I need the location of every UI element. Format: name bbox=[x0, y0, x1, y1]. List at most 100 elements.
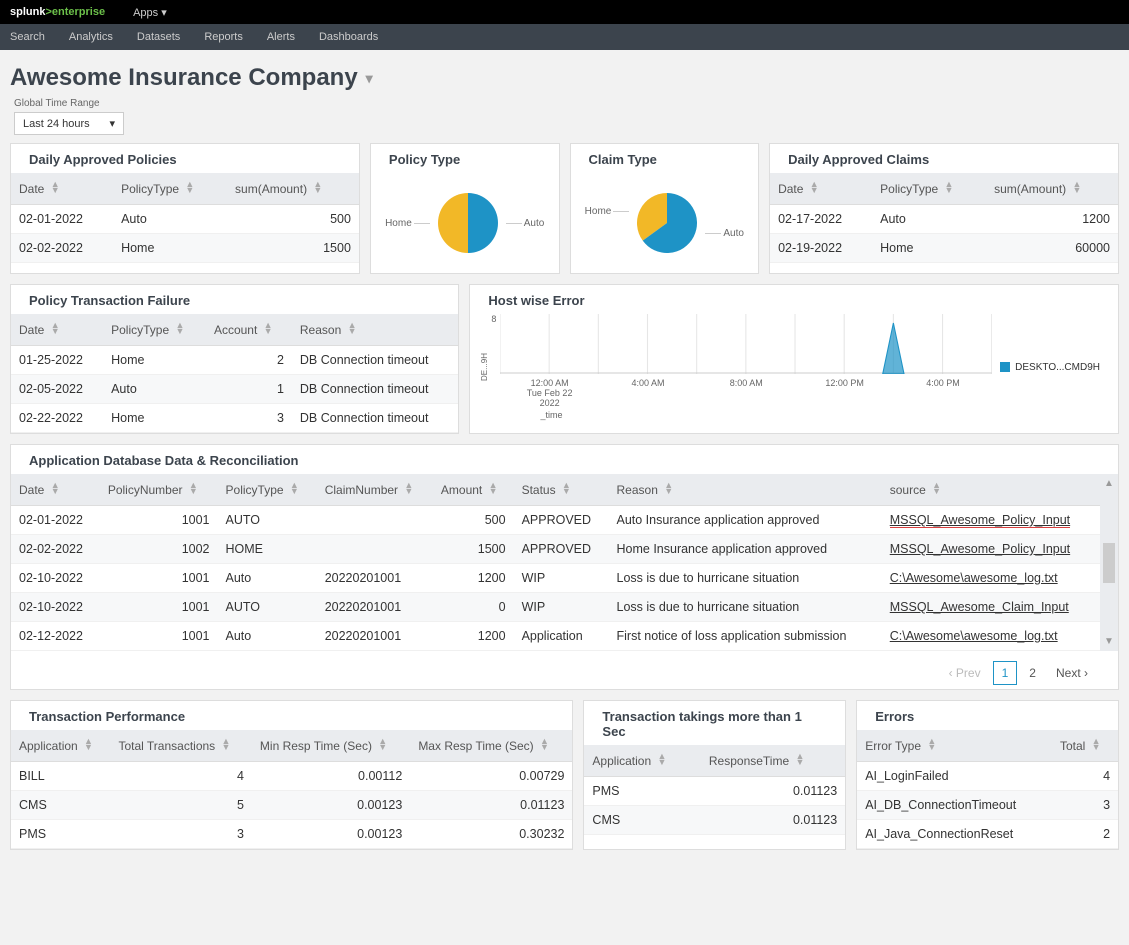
column-header[interactable]: ResponseTime ▲▼ bbox=[701, 745, 845, 777]
table-cell: BILL bbox=[11, 762, 110, 791]
column-header[interactable]: PolicyNumber ▲▼ bbox=[100, 474, 218, 506]
scroll-up-icon[interactable]: ▲ bbox=[1104, 478, 1114, 489]
table-cell: 20220201001 bbox=[317, 622, 433, 651]
table-row[interactable]: 02-22-2022Home3DB Connection timeout bbox=[11, 404, 458, 433]
column-header[interactable]: Error Type ▲▼ bbox=[857, 730, 1052, 762]
column-header[interactable]: PolicyType ▲▼ bbox=[872, 173, 986, 205]
table-row[interactable]: AI_Java_ConnectionReset2 bbox=[857, 820, 1118, 849]
table-cell: 02-10-2022 bbox=[11, 593, 100, 622]
page-title[interactable]: Awesome Insurance Company▾ bbox=[0, 50, 1129, 96]
column-header[interactable]: Reason ▲▼ bbox=[292, 314, 459, 346]
pie-label-auto: Auto bbox=[524, 218, 545, 229]
table-cell: PMS bbox=[11, 820, 110, 849]
column-header[interactable]: PolicyType ▲▼ bbox=[103, 314, 206, 346]
x-tick: 8:00 AM bbox=[697, 378, 795, 408]
table-row[interactable]: 02-10-20221001Auto202202010011200WIPLoss… bbox=[11, 564, 1100, 593]
host-error-chart bbox=[500, 314, 992, 374]
scroll-arrows[interactable]: ▲▼ bbox=[1100, 474, 1118, 651]
column-header[interactable]: Total Transactions ▲▼ bbox=[110, 730, 251, 762]
table-row[interactable]: 02-12-20221001Auto202202010011200Applica… bbox=[11, 622, 1100, 651]
table-cell: Home bbox=[113, 234, 227, 263]
column-header[interactable]: Max Resp Time (Sec) ▲▼ bbox=[410, 730, 572, 762]
pie-label-home: Home bbox=[585, 206, 612, 217]
column-header[interactable]: Min Resp Time (Sec) ▲▼ bbox=[252, 730, 410, 762]
table-row[interactable]: AI_DB_ConnectionTimeout3 bbox=[857, 791, 1118, 820]
table-cell: AUTO bbox=[218, 593, 317, 622]
chevron-down-icon: ▾ bbox=[109, 117, 115, 130]
nav-item-search[interactable]: Search bbox=[10, 31, 45, 43]
table-cell: 02-12-2022 bbox=[11, 622, 100, 651]
column-header[interactable]: source ▲▼ bbox=[882, 474, 1100, 506]
nav-item-analytics[interactable]: Analytics bbox=[69, 31, 113, 43]
time-range-label: Global Time Range bbox=[14, 98, 1115, 109]
table-row[interactable]: AI_LoginFailed4 bbox=[857, 762, 1118, 791]
column-header[interactable]: Application ▲▼ bbox=[584, 745, 700, 777]
table-cell: 0.01123 bbox=[701, 806, 845, 835]
table-cell: MSSQL_Awesome_Policy_Input bbox=[882, 506, 1100, 535]
table-row[interactable]: BILL40.001120.00729 bbox=[11, 762, 572, 791]
table-row[interactable]: 02-19-2022Home60000 bbox=[770, 234, 1118, 263]
column-header[interactable]: Status ▲▼ bbox=[514, 474, 609, 506]
panel-claim-type: Claim Type Home Auto bbox=[570, 143, 760, 274]
table-cell: 1 bbox=[206, 375, 292, 404]
next-button[interactable]: Next › bbox=[1048, 662, 1096, 684]
table-cell: AUTO bbox=[218, 506, 317, 535]
table-cell: 60000 bbox=[986, 234, 1118, 263]
table-row[interactable]: 01-25-2022Home2DB Connection timeout bbox=[11, 346, 458, 375]
apps-menu[interactable]: Apps ▾ bbox=[133, 6, 167, 19]
scroll-down-icon[interactable]: ▼ bbox=[1104, 636, 1114, 647]
table-row[interactable]: 02-01-2022Auto500 bbox=[11, 205, 359, 234]
table-cell: 0.30232 bbox=[410, 820, 572, 849]
table-row[interactable]: CMS0.01123 bbox=[584, 806, 845, 835]
table-row[interactable]: 02-10-20221001AUTO202202010010WIPLoss is… bbox=[11, 593, 1100, 622]
table-row[interactable]: PMS30.001230.30232 bbox=[11, 820, 572, 849]
column-header[interactable]: Amount ▲▼ bbox=[433, 474, 514, 506]
table-row[interactable]: 02-02-2022Home1500 bbox=[11, 234, 359, 263]
column-header[interactable]: Account ▲▼ bbox=[206, 314, 292, 346]
nav-item-datasets[interactable]: Datasets bbox=[137, 31, 180, 43]
table-row[interactable]: PMS0.01123 bbox=[584, 777, 845, 806]
column-header[interactable]: Date ▲▼ bbox=[11, 173, 113, 205]
table-cell bbox=[317, 506, 433, 535]
table-cell: 3 bbox=[110, 820, 251, 849]
table-cell: DB Connection timeout bbox=[292, 375, 459, 404]
column-header[interactable]: Reason ▲▼ bbox=[609, 474, 882, 506]
table-cell: Home bbox=[103, 346, 206, 375]
column-header[interactable]: PolicyType ▲▼ bbox=[218, 474, 317, 506]
nav-item-alerts[interactable]: Alerts bbox=[267, 31, 295, 43]
column-header[interactable]: Date ▲▼ bbox=[11, 474, 100, 506]
column-header[interactable]: ClaimNumber ▲▼ bbox=[317, 474, 433, 506]
column-header[interactable]: Total ▲▼ bbox=[1052, 730, 1118, 762]
column-header[interactable]: sum(Amount) ▲▼ bbox=[986, 173, 1118, 205]
table-row[interactable]: 02-17-2022Auto1200 bbox=[770, 205, 1118, 234]
panel-daily-approved-policies: Daily Approved Policies Date ▲▼PolicyTyp… bbox=[10, 143, 360, 274]
nav-item-reports[interactable]: Reports bbox=[204, 31, 243, 43]
table-cell: MSSQL_Awesome_Claim_Input bbox=[882, 593, 1100, 622]
column-header[interactable]: Application ▲▼ bbox=[11, 730, 110, 762]
table-cell: 5 bbox=[110, 791, 251, 820]
table-row[interactable]: CMS50.001230.01123 bbox=[11, 791, 572, 820]
panel-title: Application Database Data & Reconciliati… bbox=[11, 445, 1118, 474]
topbar: splunk>enterprise Apps ▾ bbox=[0, 0, 1129, 24]
column-header[interactable]: Date ▲▼ bbox=[770, 173, 872, 205]
table-cell: HOME bbox=[218, 535, 317, 564]
time-range-select[interactable]: Last 24 hours▾ bbox=[14, 112, 124, 135]
panel-title: Transaction Performance bbox=[11, 701, 572, 730]
column-header[interactable]: PolicyType ▲▼ bbox=[113, 173, 227, 205]
column-header[interactable]: sum(Amount) ▲▼ bbox=[227, 173, 359, 205]
page-button[interactable]: 2 bbox=[1021, 662, 1044, 684]
prev-button[interactable]: ‹ Prev bbox=[941, 662, 989, 684]
table-cell: CMS bbox=[584, 806, 700, 835]
nav-item-dashboards[interactable]: Dashboards bbox=[319, 31, 378, 43]
table-cell: Auto bbox=[218, 622, 317, 651]
table-row[interactable]: 02-05-2022Auto1DB Connection timeout bbox=[11, 375, 458, 404]
page-button[interactable]: 1 bbox=[993, 661, 1018, 685]
table-cell: 1001 bbox=[100, 622, 218, 651]
panel-policy-type: Policy Type Home Auto bbox=[370, 143, 560, 274]
column-header[interactable]: Date ▲▼ bbox=[11, 314, 103, 346]
table-cell: 1200 bbox=[986, 205, 1118, 234]
table-row[interactable]: 02-01-20221001AUTO500APPROVEDAuto Insura… bbox=[11, 506, 1100, 535]
table-cell: WIP bbox=[514, 564, 609, 593]
table-row[interactable]: 02-02-20221002HOME1500APPROVEDHome Insur… bbox=[11, 535, 1100, 564]
table-cell: 02-01-2022 bbox=[11, 205, 113, 234]
